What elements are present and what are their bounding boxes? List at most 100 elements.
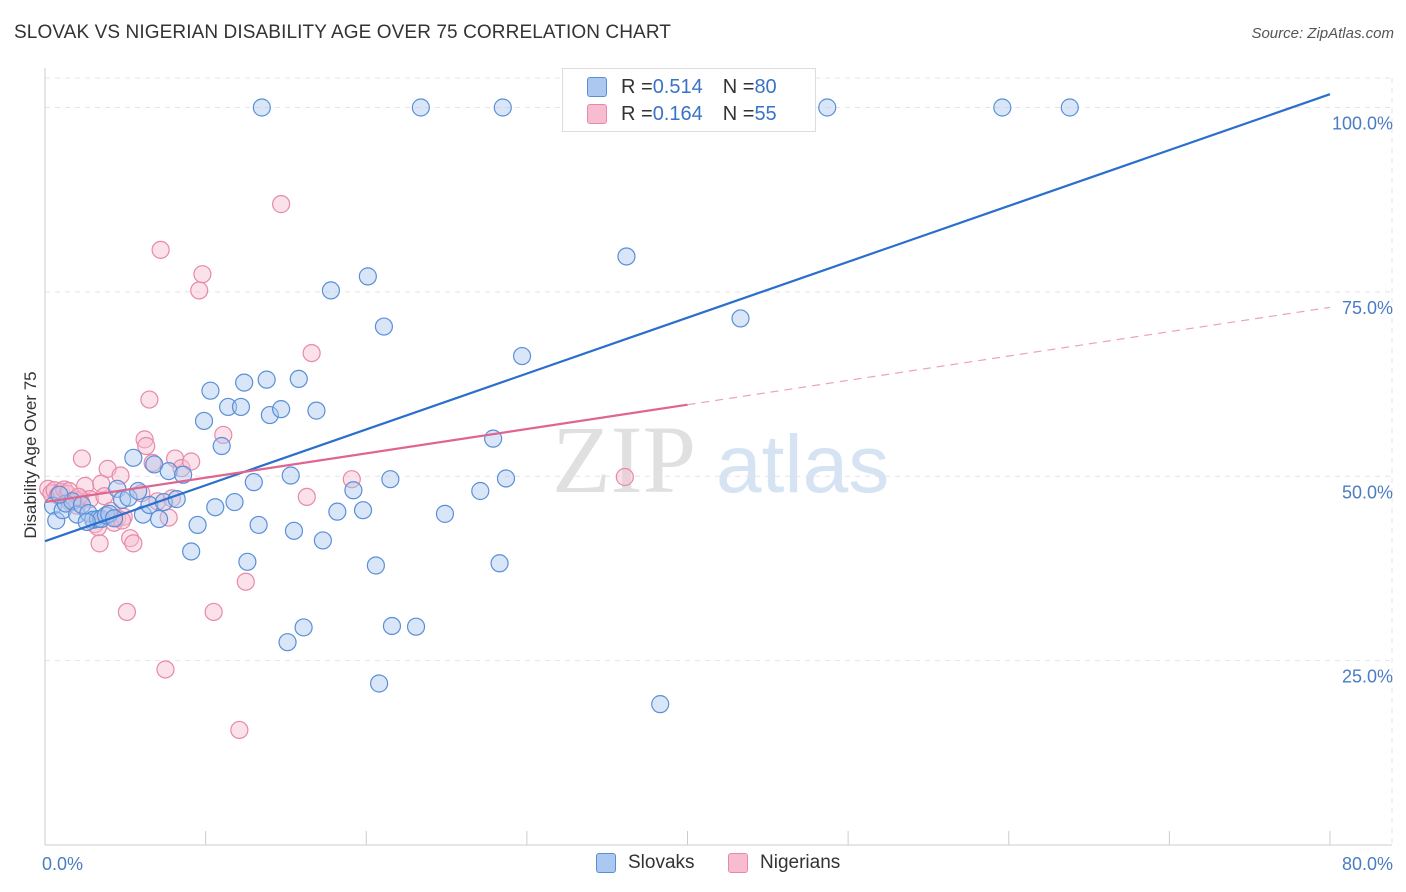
nigerian-point [137,436,156,456]
x-tick-labels: 0.0% 80.0% [42,854,1393,874]
slovak-point [124,448,143,467]
slovak-point [818,98,837,117]
slovak-point [321,281,341,300]
slovak-point [278,633,297,652]
slovak-point [289,369,308,388]
nigerian-point [236,572,255,591]
y-tick-label: 75.0% [1342,298,1393,318]
slovak-point [490,554,509,573]
slovak-point [406,617,426,636]
legend-n-value: 55 [754,102,777,125]
slovak-point [159,461,178,481]
slovak-point [238,552,257,571]
legend-r-label: R = [621,102,653,125]
slovak-point [260,405,279,425]
slovak-point [294,618,313,637]
slovak-point [225,492,244,512]
slovak-trend-line [44,93,1331,543]
nigerian-point [193,265,212,284]
y-tick-label: 100.0% [1332,114,1393,134]
slovak-point [281,466,300,485]
slovak-point [284,521,304,540]
slovak-point [993,98,1012,117]
slovak-point [47,511,66,530]
x-tick-label: 0.0% [42,854,83,874]
legend-row-slovaks: R = 0.514 N = 80 [587,73,777,101]
nigerian-point [90,534,109,553]
watermark-atlas: atlas [716,419,889,510]
nigerian-point [72,449,92,468]
slovak-point [512,346,532,366]
slovak-swatch [587,77,607,97]
legend-label-nigerians: Nigerians [760,852,841,873]
nigerian-point [297,487,316,506]
slovak-point [731,309,750,328]
y-tick-label: 25.0% [1342,667,1393,687]
nigerian-swatch [587,104,607,124]
slovak-point [182,542,201,561]
nigerian-point [272,195,291,214]
nigerian-point [302,343,321,363]
y-tick-labels: 25.0% 50.0% 75.0% 100.0% [1332,114,1393,687]
nigerian-point [135,430,154,449]
slovak-point [358,267,377,286]
legend-row-nigerians: R = 0.164 N = 55 [587,100,777,128]
legend-item-slovaks[interactable]: Slovaks [596,852,695,874]
nigerian-point [230,720,249,740]
slovak-point [435,504,455,523]
slovak-point [1060,98,1079,117]
slovak-point [219,397,238,417]
slovak-point [471,481,490,501]
slovak-point [212,436,231,456]
slovak-point [366,556,385,575]
slovak-point [272,400,291,419]
slovak-point [188,515,207,535]
nigerian-point [204,602,223,622]
legend-label-slovaks: Slovaks [628,852,695,873]
legend-n-value: 80 [754,75,777,98]
slovak-point [252,98,271,117]
nigerian-point [140,390,159,409]
nigerian-point [615,467,634,487]
axes [44,68,1392,846]
source-label: Source: ZipAtlas.com [1251,25,1394,42]
nigerian-legend-swatch [728,853,748,873]
y-tick-label: 50.0% [1342,482,1393,502]
legend-r-value: 0.164 [652,102,703,125]
slovak-point [206,498,225,517]
nigerian-trend-extension [687,306,1331,406]
slovak-point [244,473,263,492]
nigerian-trend-line [44,403,688,504]
slovak-point [344,481,363,500]
nigerian-point [190,281,209,300]
nigerian-point [151,240,170,259]
stats-legend: R = 0.514 N = 80 R = 0.164 N = 55 [562,68,816,132]
nigerian-point [121,529,140,548]
slovak-point [257,370,276,389]
legend-item-nigerians[interactable]: Nigerians [728,852,840,874]
slovak-point [129,481,148,501]
nigerian-point [156,660,175,679]
legend-n-label: N = [722,75,755,98]
slovak-point [307,401,326,420]
slovak-point [231,397,251,417]
legend-r-value: 0.514 [652,75,703,98]
slovak-point [617,247,636,266]
slovak-point [174,465,193,484]
slovak-point [370,674,389,693]
nigerian-point [117,602,137,622]
slovak-point [374,317,394,336]
slovak-point [382,616,402,636]
slovak-point [235,373,254,392]
slovak-point [411,98,430,117]
nigerian-point [182,452,201,471]
nigerian-points [39,195,634,740]
slovak-legend-swatch [596,853,616,873]
slovak-point [381,470,400,489]
watermark: ZIP atlas [552,406,889,513]
watermark-zip: ZIP [552,406,696,513]
slovak-point [651,695,670,714]
slovak-point [149,509,169,529]
x-tick-label: 80.0% [1342,854,1393,874]
